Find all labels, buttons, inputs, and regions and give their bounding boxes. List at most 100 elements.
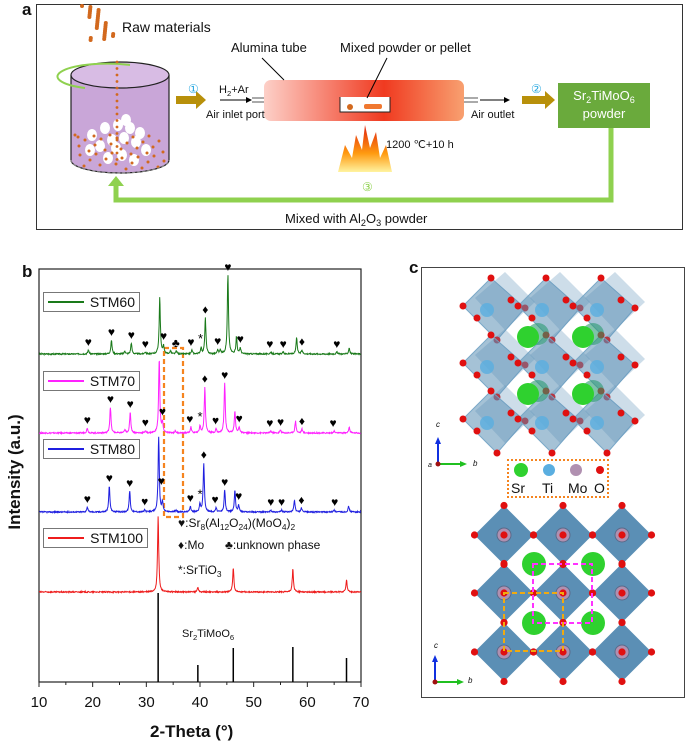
powder-particle bbox=[94, 152, 98, 156]
x-tick-label: 20 bbox=[84, 694, 101, 711]
xrd-chart: ♥♥ ♥♥♥ ♣ ♥ *♦♥♥♥ ♥ ♥ ♦ ♥♥♥ ♥♥♥♥ *♦♥♥♥ ♥ ♥ ♦ ♥♥♥ ♥♥♥♥ *♦♥… bbox=[31, 260, 370, 711]
ti-atom bbox=[480, 416, 494, 430]
o-atom bbox=[529, 531, 538, 539]
recycle-text: Mixed with Al bbox=[285, 211, 361, 226]
panel-a-label: a bbox=[22, 0, 32, 19]
falling-powder bbox=[115, 158, 119, 161]
sr-atom bbox=[581, 611, 605, 635]
stir-arrow bbox=[56, 62, 131, 89]
phase-marker: ♦ bbox=[201, 448, 207, 462]
product-powder: powder bbox=[582, 106, 626, 121]
phase-marker: ♦ bbox=[202, 372, 208, 386]
o-atom bbox=[562, 296, 570, 304]
o-atom bbox=[618, 589, 626, 597]
atom-label-sr: Sr bbox=[511, 480, 525, 496]
powder-particle bbox=[135, 146, 139, 150]
xrd-pattern-stm80 bbox=[39, 436, 362, 515]
legend-part: O bbox=[229, 516, 239, 530]
o-atom bbox=[631, 304, 639, 312]
phase-marker: ♥ bbox=[333, 337, 340, 351]
step-1-arrow bbox=[176, 91, 206, 109]
legend-line bbox=[48, 380, 84, 382]
phase-marker: ♥ bbox=[187, 491, 194, 505]
milling-ball bbox=[131, 136, 141, 148]
x-axis-label: 2-Theta (°) bbox=[150, 722, 234, 741]
legend-part: ♥:Sr bbox=[178, 516, 201, 530]
o-atom bbox=[473, 371, 481, 379]
milling-ball bbox=[135, 127, 145, 139]
milling-ball bbox=[87, 129, 97, 141]
o-atom bbox=[618, 618, 626, 627]
x-tick-label: 70 bbox=[353, 694, 370, 711]
legend-part: (Al bbox=[205, 516, 220, 530]
octahedron-back bbox=[585, 272, 645, 330]
phase-marker: ♥ bbox=[84, 492, 91, 506]
pellet-sample bbox=[364, 104, 382, 109]
recycle-text: powder bbox=[381, 211, 428, 226]
powder-particle bbox=[76, 135, 80, 139]
ti-atom bbox=[590, 303, 604, 317]
air-outlet-label: Air outlet bbox=[471, 109, 515, 121]
x-tick-label: 50 bbox=[245, 694, 262, 711]
o-atom bbox=[470, 648, 479, 656]
legend-sub: 24 bbox=[238, 522, 248, 532]
falling-powder bbox=[115, 112, 119, 116]
powder-particle bbox=[99, 137, 103, 141]
o-atom bbox=[618, 531, 626, 539]
o-atom bbox=[562, 409, 570, 417]
recycle-line bbox=[113, 128, 614, 203]
o-atom bbox=[507, 409, 515, 417]
axis-a-top: a bbox=[428, 462, 432, 469]
phase-marker: * bbox=[197, 486, 202, 501]
ti-atom bbox=[480, 360, 494, 374]
phase-marker: ♥ bbox=[236, 411, 243, 425]
raw-powder bbox=[103, 21, 108, 25]
o-atom bbox=[569, 302, 577, 310]
legend-stm80: STM80 bbox=[43, 439, 140, 459]
phase-marker: ♥ bbox=[142, 416, 149, 430]
falling-powder bbox=[115, 99, 119, 103]
phase-marker: ♥ bbox=[237, 332, 244, 346]
powder-particle bbox=[73, 133, 77, 137]
formula-sub: 2 bbox=[586, 95, 592, 105]
o-atom bbox=[528, 371, 536, 379]
o-atom bbox=[500, 531, 508, 539]
o-atom bbox=[559, 648, 567, 656]
o-atom bbox=[459, 415, 467, 423]
o-atom bbox=[473, 427, 481, 435]
milling-ball bbox=[95, 140, 105, 152]
o-atom bbox=[569, 415, 577, 423]
phase-marker: ♥ bbox=[160, 329, 167, 343]
phase-marker: ♥ bbox=[267, 495, 274, 509]
phase-marker: ♦ bbox=[299, 335, 305, 349]
raw-powder bbox=[88, 36, 93, 40]
phase-marker: ♥ bbox=[266, 337, 273, 351]
milling-ball bbox=[111, 142, 121, 154]
outlet-arrowhead bbox=[504, 97, 510, 103]
axis-b-bottom: b bbox=[468, 676, 473, 685]
legend-stm100: STM100 bbox=[43, 528, 148, 548]
phase-marker: ♣ bbox=[172, 336, 180, 350]
phase-marker: ♦ bbox=[298, 493, 304, 507]
recycle-label: Mixed with Al2O3 powder bbox=[285, 211, 428, 228]
powder-particle bbox=[109, 142, 113, 146]
powder-particle bbox=[152, 154, 156, 158]
phase-marker: ♥ bbox=[85, 335, 92, 349]
o-atom bbox=[559, 501, 567, 510]
x-tick-label: 10 bbox=[31, 694, 48, 711]
step-1-label: ① bbox=[188, 82, 199, 96]
powder-particle bbox=[140, 166, 144, 170]
o-atom bbox=[617, 353, 625, 361]
bottom-axes-b-arrowhead bbox=[457, 679, 464, 685]
o-atom bbox=[618, 648, 626, 656]
o-atom bbox=[470, 589, 479, 597]
falling-powder bbox=[115, 67, 119, 70]
phase-marker: * bbox=[198, 331, 203, 346]
bottom-axes-c-arrowhead bbox=[432, 655, 438, 662]
outlet-pipe bbox=[464, 97, 478, 103]
phase-marker: ♦ bbox=[202, 303, 208, 317]
condition-label: 1200 ℃+10 h bbox=[386, 139, 454, 151]
phase-marker: ♥ bbox=[277, 415, 284, 429]
legend-part: ) bbox=[286, 516, 291, 530]
octahedron-back bbox=[530, 385, 590, 443]
